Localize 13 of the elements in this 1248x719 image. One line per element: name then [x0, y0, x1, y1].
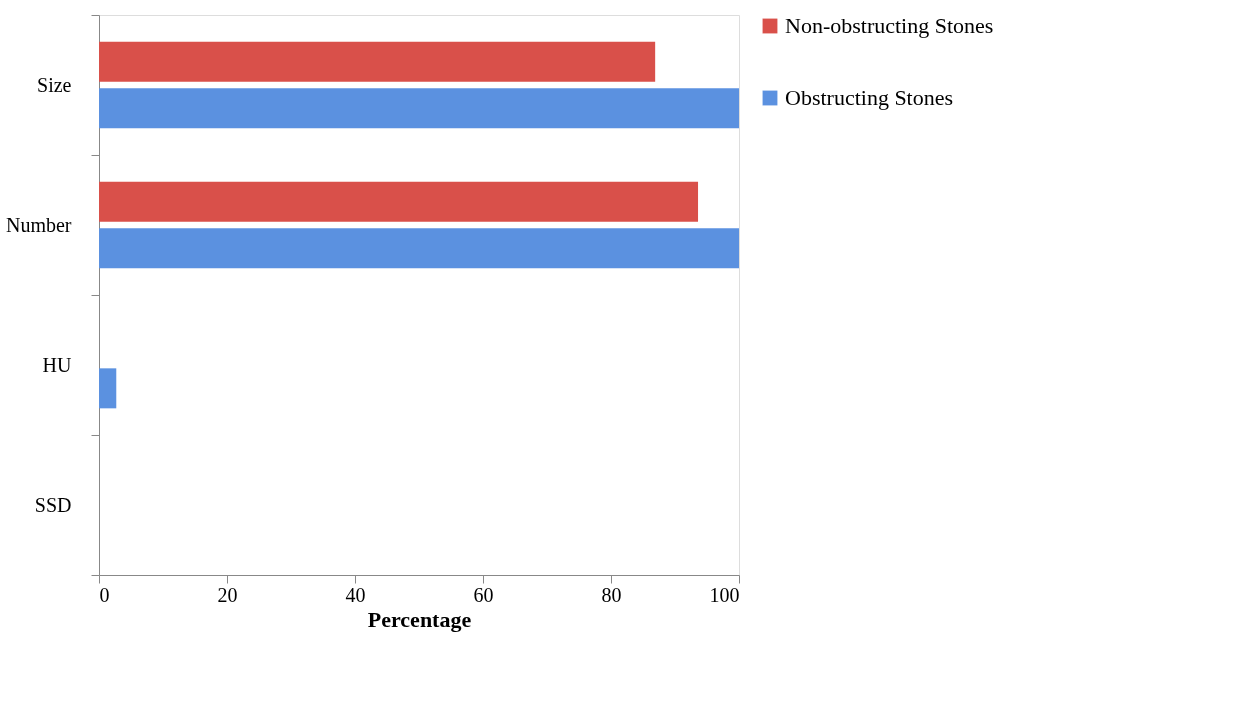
y-tick-label: HU [42, 353, 73, 376]
y-tick-label: SSD [34, 493, 72, 516]
x-axis-title: Percentage [367, 606, 472, 632]
x-tick-label: 60 [473, 583, 494, 606]
x-tick-label: 80 [601, 583, 622, 606]
x-tick-label: 0 [99, 583, 110, 606]
y-tick-label: Number [5, 213, 72, 236]
x-tick-label: 40 [345, 583, 366, 606]
legend-label: Obstructing Stones [785, 85, 954, 110]
legend-label: Non-obstructing Stones [785, 13, 994, 38]
y-tick-label: Size [37, 73, 72, 96]
x-tick-label: 20 [217, 583, 238, 606]
x-tick-label: 100 [709, 583, 740, 606]
